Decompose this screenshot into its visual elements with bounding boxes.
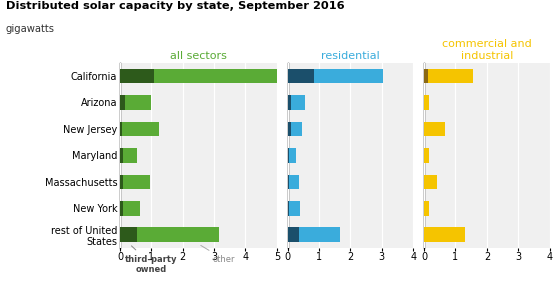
Bar — [120, 122, 122, 136]
Bar — [120, 95, 124, 110]
Title: residential: residential — [321, 50, 380, 60]
Bar — [288, 122, 291, 136]
Bar — [120, 148, 123, 163]
Bar — [122, 122, 159, 136]
Bar — [291, 95, 305, 110]
Bar — [424, 69, 428, 83]
Bar — [288, 69, 314, 83]
Bar — [289, 201, 300, 215]
Title: all sectors: all sectors — [170, 50, 227, 60]
Bar — [428, 69, 473, 83]
Title: commercial and
industrial: commercial and industrial — [442, 39, 532, 60]
Bar — [288, 201, 289, 215]
Bar — [288, 148, 289, 163]
Bar — [120, 201, 123, 215]
Bar — [288, 174, 289, 189]
Bar — [288, 227, 299, 242]
Bar — [120, 69, 155, 83]
Bar — [123, 148, 137, 163]
Bar — [424, 122, 445, 136]
Bar — [424, 148, 429, 163]
Bar — [288, 95, 291, 110]
Bar — [123, 201, 141, 215]
Bar — [155, 69, 277, 83]
Bar — [124, 95, 151, 110]
Bar — [123, 174, 150, 189]
Bar — [424, 201, 429, 215]
Bar — [289, 174, 299, 189]
Bar — [289, 148, 296, 163]
Bar — [120, 227, 137, 242]
Bar — [120, 174, 123, 189]
Bar — [424, 95, 429, 110]
Text: Distributed solar capacity by state, September 2016: Distributed solar capacity by state, Sep… — [6, 1, 344, 11]
Text: gigawatts: gigawatts — [6, 24, 55, 34]
Text: third-party
owned: third-party owned — [125, 246, 177, 274]
Text: other: other — [201, 245, 235, 264]
Bar — [291, 122, 302, 136]
Bar — [424, 227, 465, 242]
Bar — [137, 227, 219, 242]
Bar — [424, 174, 437, 189]
Bar — [299, 227, 339, 242]
Bar — [314, 69, 383, 83]
